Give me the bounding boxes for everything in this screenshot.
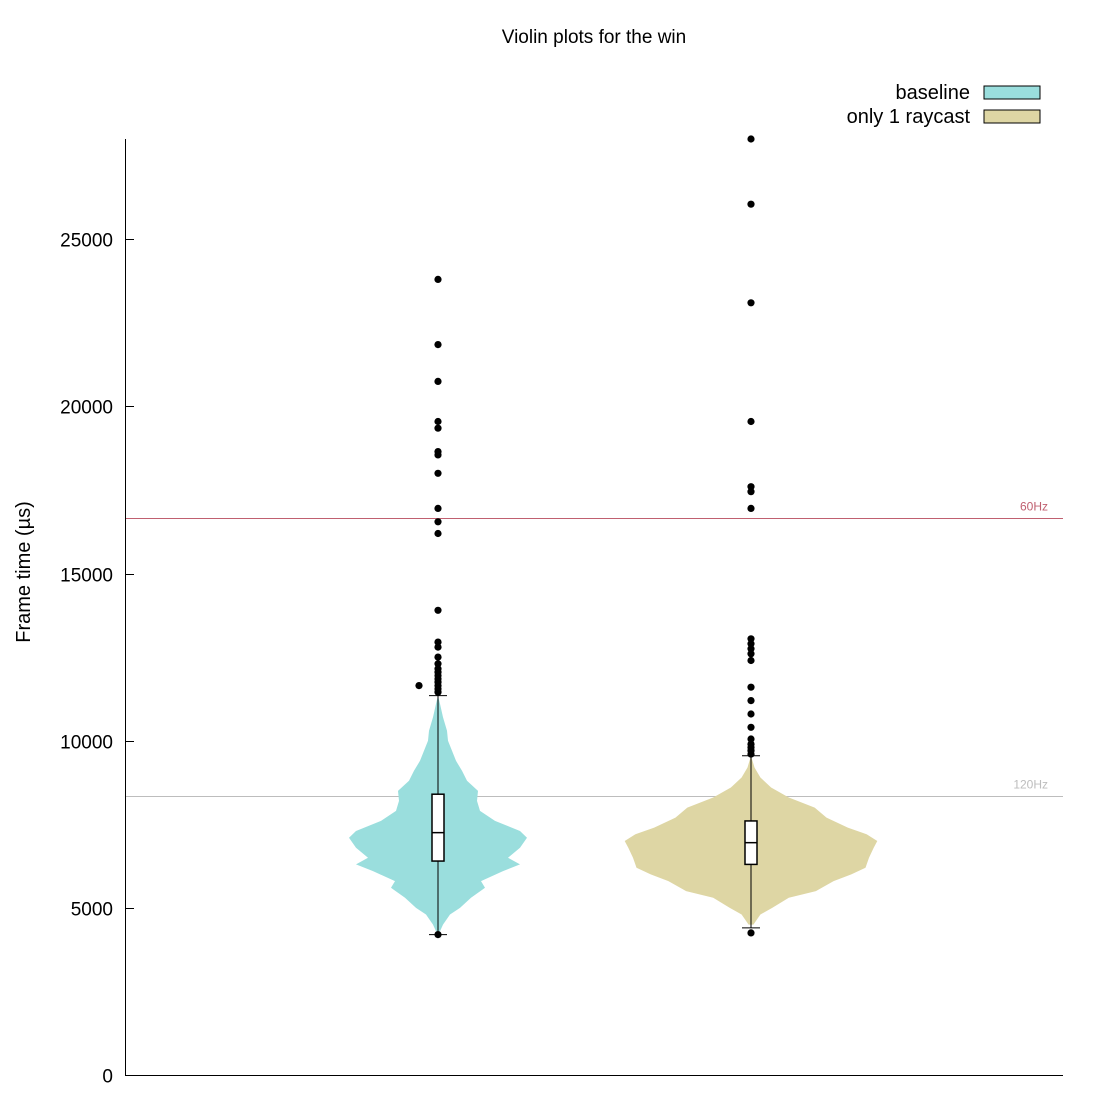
outlier-point-1-21 (747, 135, 755, 143)
y-ticks: 0 5000 10000 15000 20000 25000 (60, 231, 134, 1088)
y-tick-label-20000: 20000 (60, 398, 113, 419)
outlier-point-0-18 (434, 469, 442, 477)
y-tick-label-25000: 25000 (60, 231, 113, 252)
chart-title: Violin plots for the win (502, 27, 686, 48)
legend-swatch-1 (983, 109, 1041, 124)
outlier-point-0-10 (434, 660, 442, 668)
outlier-point-0-24 (434, 341, 442, 349)
axes (125, 139, 1063, 1076)
outlier-point-0-17 (434, 504, 442, 512)
legend-label-0: baseline (895, 82, 970, 104)
outlier-point-0-14 (434, 606, 442, 614)
outlier-point-0-11 (434, 653, 442, 661)
outlier-point-1-18 (747, 417, 755, 426)
y-tick-label-5000: 5000 (71, 900, 113, 921)
outlier-point-1-16 (747, 488, 755, 496)
outlier-point-1-15 (747, 504, 755, 512)
outlier-point-1-11 (747, 650, 755, 658)
box-0 (431, 793, 445, 862)
outlier-point-0-13 (434, 638, 442, 646)
reference-label-60hz: 60Hz (1020, 500, 1048, 514)
reference-lines: 60Hz 120Hz (126, 500, 1063, 797)
outlier-point-1-13 (747, 640, 755, 648)
outlier-point-1-19 (747, 299, 755, 307)
outlier-point-0-22 (434, 417, 442, 426)
outlier-point-1-6 (747, 723, 755, 731)
outlier-point-0-20 (434, 448, 442, 456)
y-axis-label: Frame time (µs) (13, 501, 35, 643)
outlier-point-1-20 (747, 200, 755, 208)
violins (349, 135, 878, 939)
outlier-point-0-9 (434, 665, 442, 673)
outlier-point-0-1 (415, 682, 423, 690)
y-tick-label-0: 0 (102, 1067, 113, 1088)
outlier-point-1-4 (747, 740, 755, 748)
outlier-point-1-8 (747, 697, 755, 705)
outlier-point-0-0 (434, 931, 442, 939)
outlier-point-1-14 (747, 635, 755, 643)
y-tick-label-10000: 10000 (60, 733, 113, 754)
outlier-point-0-25 (434, 275, 442, 283)
reference-label-120hz: 120Hz (1013, 778, 1048, 792)
legend-swatch-0 (983, 85, 1041, 100)
outlier-point-1-17 (747, 483, 755, 491)
outlier-point-1-0 (747, 929, 755, 937)
outlier-point-0-21 (434, 424, 442, 432)
outlier-point-0-12 (434, 643, 442, 651)
outlier-point-0-23 (434, 377, 442, 385)
outlier-point-1-7 (747, 710, 755, 718)
outlier-point-1-5 (747, 735, 755, 743)
outlier-point-1-10 (747, 656, 755, 665)
outlier-point-1-9 (747, 683, 755, 691)
outlier-point-0-16 (434, 518, 442, 526)
legend-label-1: only 1 raycast (847, 106, 971, 128)
y-tick-label-15000: 15000 (60, 566, 113, 587)
outlier-point-0-15 (434, 529, 442, 538)
outlier-point-1-12 (747, 645, 755, 653)
